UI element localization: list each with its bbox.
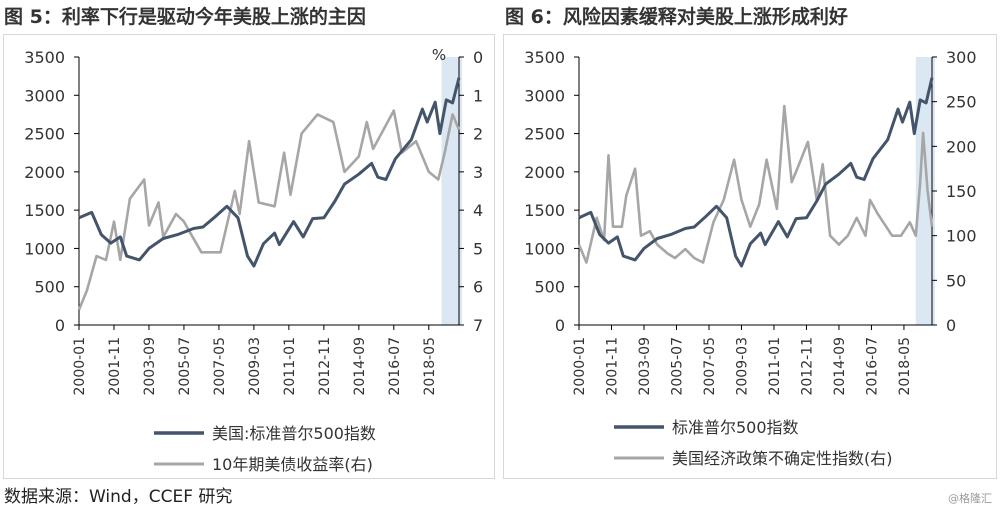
x-tick-label: 2011-01: [282, 337, 298, 396]
x-tick-label: 2014-09: [832, 337, 848, 396]
watermark: @格隆汇: [948, 492, 992, 505]
highlight-band: [915, 57, 935, 325]
y-right-tick-label: 50: [946, 271, 966, 290]
y-right-tick-label: 300: [946, 48, 977, 67]
x-tick-label: 2016-07: [864, 337, 880, 396]
chart-rate-vs-sp500: 0 500 1000 1500 2000 2500 3000 3500 0 1 2 3 4 5 6 7% 200…: [24, 46, 483, 474]
y-left-tick-label: 3000: [24, 86, 65, 105]
y-right-tick-label: 200: [946, 137, 977, 156]
x-tick-label: 2009-03: [247, 337, 263, 396]
y-right-tick-label: 6: [473, 278, 483, 297]
y-left-tick-label: 2500: [524, 125, 565, 144]
y-left-tick-label: 500: [34, 278, 65, 297]
y-right-tick-label: 150: [946, 182, 977, 201]
series-line-secondary: [77, 109, 461, 311]
x-tick-label: 2001-11: [604, 337, 620, 396]
y-left-tick-label: 2500: [24, 125, 65, 144]
y-left-tick-label: 1000: [524, 239, 565, 258]
figure-6-title: 图 6：风险因素缓释对美股上涨形成利好: [505, 6, 848, 28]
y-right-tick-label: 7: [473, 316, 483, 335]
figure-5-title: 图 5：利率下行是驱动今年美股上涨的主因: [4, 6, 366, 28]
y-right-tick-label: 5: [473, 239, 483, 258]
x-tick-label: 2003-09: [142, 337, 158, 396]
y-left-tick-label: 1500: [524, 201, 565, 220]
y-left-tick-label: 0: [555, 316, 565, 335]
y-left-tick-label: 0: [55, 316, 65, 335]
chart-panel-right: 0 500 1000 1500 2000 2500 3000 3500 0 50 100 150 200…: [503, 34, 997, 479]
x-tick-label: 2011-01: [767, 337, 783, 396]
x-tick-label: 2000-01: [572, 337, 588, 396]
legend-label: 美国:标准普尔500指数: [212, 424, 376, 443]
source-note: 数据来源：Wind，CCEF 研究: [4, 487, 233, 507]
x-tick-label: 2012-11: [317, 337, 333, 396]
y-right-tick-label: 4: [473, 201, 483, 220]
y-right-tick-label: 2: [473, 125, 483, 144]
x-tick-label: 2000-01: [72, 337, 88, 396]
x-tick-label: 2012-11: [799, 337, 815, 396]
x-tick-label: 2003-09: [637, 337, 653, 396]
y-left-tick-label: 3000: [524, 86, 565, 105]
x-tick-label: 2018-05: [422, 337, 438, 396]
y-left-tick-label: 3500: [24, 48, 65, 67]
y-left-tick-label: 3500: [524, 48, 565, 67]
y-right-tick-label: 3: [473, 163, 483, 182]
x-tick-label: 2014-09: [352, 337, 368, 396]
chart-panel-left: 0 500 1000 1500 2000 2500 3000 3500 0 1 2 3 4 5 6 7% 200…: [3, 34, 495, 479]
legend-label: 美国经济政策不确定性指数(右): [672, 449, 893, 468]
y-right-tick-label: 0: [946, 316, 956, 335]
y-right-tick-label: 0: [473, 48, 483, 67]
y-left-tick-label: 2000: [524, 163, 565, 182]
y-right-tick-label: 1: [473, 86, 483, 105]
y-right-unit-label: %: [432, 46, 446, 64]
y-left-tick-label: 1000: [24, 239, 65, 258]
x-tick-label: 2001-11: [107, 337, 123, 396]
series-line-sp500: [78, 77, 461, 268]
x-tick-label: 2016-07: [387, 337, 403, 396]
x-tick-label: 2005-07: [669, 337, 685, 396]
y-left-tick-label: 2000: [24, 163, 65, 182]
y-left-tick-label: 1500: [24, 201, 65, 220]
series-line-sp500: [578, 77, 934, 268]
y-right-tick-label: 250: [946, 93, 977, 112]
chart-uncertainty-vs-sp500: 0 500 1000 1500 2000 2500 3000 3500 0 50 100 150 200…: [524, 48, 977, 468]
x-tick-label: 2018-05: [897, 337, 913, 396]
series-line-secondary: [577, 104, 934, 264]
x-tick-label: 2009-03: [734, 337, 750, 396]
legend-label: 标准普尔500指数: [672, 418, 799, 437]
x-tick-label: 2007-05: [212, 337, 228, 396]
y-left-tick-label: 500: [534, 278, 565, 297]
y-right-tick-label: 100: [946, 227, 977, 246]
x-tick-label: 2007-05: [702, 337, 718, 396]
x-tick-label: 2005-07: [177, 337, 193, 396]
legend-label: 10年期美债收益率(右): [212, 455, 373, 474]
